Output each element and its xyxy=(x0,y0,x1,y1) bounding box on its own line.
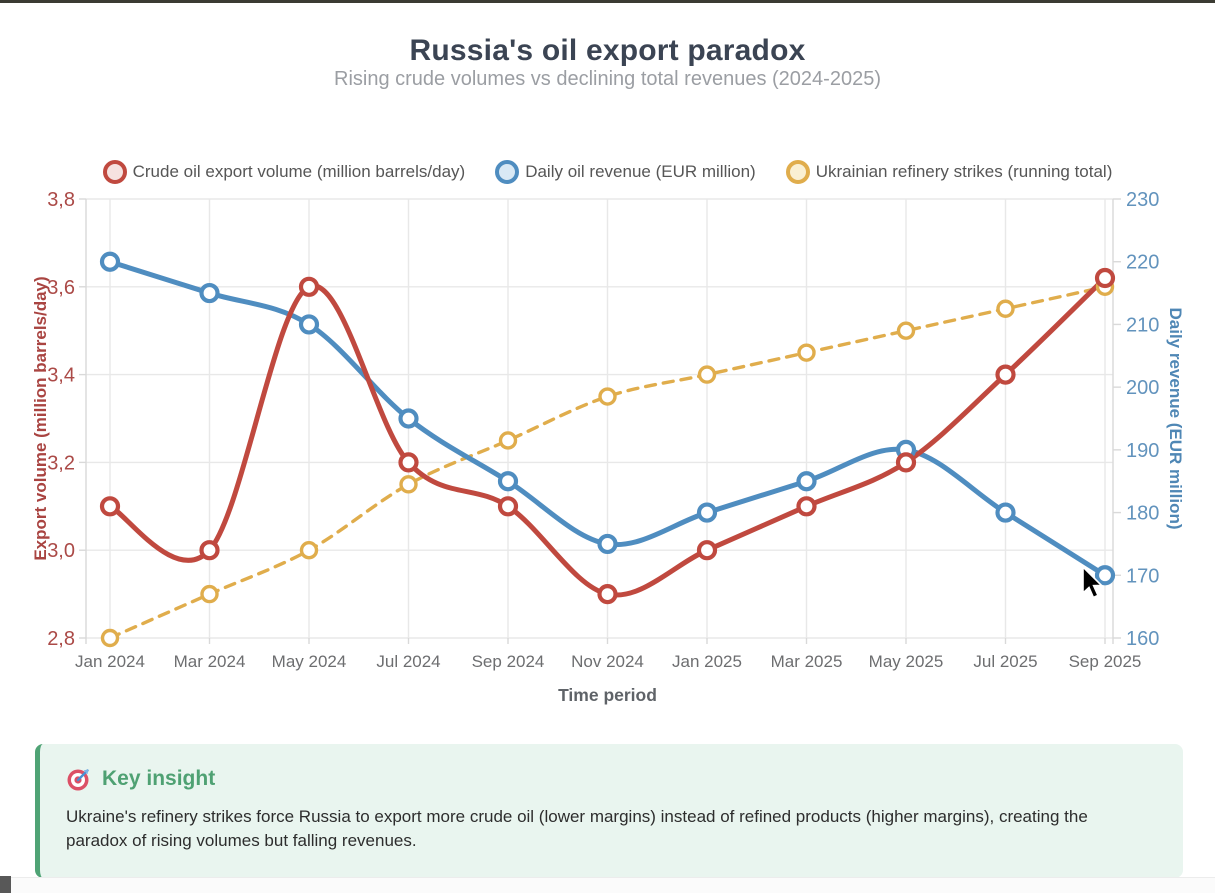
x-tick-label: Sep 2025 xyxy=(1069,652,1142,671)
data-point-crude-oil-export-volume[interactable] xyxy=(696,540,718,561)
data-point-crude-oil-export-volume[interactable] xyxy=(796,496,817,517)
legend-label-crude-volume: Crude oil export volume (million barrels… xyxy=(132,162,466,181)
window-top-border xyxy=(0,0,1215,3)
x-axis-title: Time period xyxy=(558,685,657,705)
data-point-daily-oil-revenue[interactable] xyxy=(398,408,419,429)
data-point-ukrainian-refinery-strikes[interactable] xyxy=(498,431,518,450)
chart-title: Russia's oil export paradox xyxy=(409,34,806,68)
legend-label-daily-revenue: Daily oil revenue (EUR million) xyxy=(525,162,756,181)
data-point-daily-oil-revenue[interactable] xyxy=(597,533,618,555)
data-point-crude-oil-export-volume[interactable] xyxy=(895,452,917,473)
data-point-crude-oil-export-volume[interactable] xyxy=(398,452,419,473)
data-point-ukrainian-refinery-strikes[interactable] xyxy=(797,343,816,362)
mouse-cursor xyxy=(1080,565,1106,607)
data-point-crude-oil-export-volume[interactable] xyxy=(597,583,618,605)
legend-label-refinery-strikes: Ukrainian refinery strikes (running tota… xyxy=(815,162,1113,181)
data-point-daily-oil-revenue[interactable] xyxy=(298,314,320,335)
data-point-ukrainian-refinery-strikes[interactable] xyxy=(996,299,1015,318)
right-tick-label: 160 xyxy=(1126,628,1159,650)
data-point-ukrainian-refinery-strikes[interactable] xyxy=(697,365,717,384)
data-point-ukrainian-refinery-strikes[interactable] xyxy=(598,387,617,406)
data-point-ukrainian-refinery-strikes[interactable] xyxy=(200,584,219,604)
right-tick-label: 190 xyxy=(1126,440,1159,462)
x-tick-label: Jan 2025 xyxy=(672,652,742,671)
key-insight-box: Key insight Ukraine's refinery strikes f… xyxy=(35,744,1183,878)
right-axis-title: Daily revenue (EUR million) xyxy=(1166,308,1185,530)
data-point-daily-oil-revenue[interactable] xyxy=(995,502,1016,523)
right-tick-label: 210 xyxy=(1126,314,1159,336)
series-line-crude-oil-export-volume xyxy=(107,275,1108,598)
left-tick-label: 3,2 xyxy=(47,452,75,474)
chart-subtitle: Rising crude volumes vs declining total … xyxy=(334,68,881,90)
x-tick-label: Mar 2025 xyxy=(771,652,843,671)
x-tick-label: Mar 2024 xyxy=(174,652,246,671)
right-tick-label: 230 xyxy=(1126,189,1159,211)
data-point-daily-oil-revenue[interactable] xyxy=(696,502,718,523)
left-tick-label: 2,8 xyxy=(47,628,75,650)
x-tick-label: Sep 2024 xyxy=(472,652,545,671)
bottom-strip xyxy=(0,877,1215,893)
right-tick-label: 200 xyxy=(1126,377,1159,399)
target-icon xyxy=(67,769,89,791)
data-point-ukrainian-refinery-strikes[interactable] xyxy=(100,628,120,648)
x-tick-label: Jul 2025 xyxy=(973,652,1037,671)
data-point-crude-oil-export-volume[interactable] xyxy=(298,276,320,297)
data-point-ukrainian-refinery-strikes[interactable] xyxy=(399,475,418,494)
legend-item-refinery-strikes[interactable]: Ukrainian refinery strikes (running tota… xyxy=(785,160,1113,184)
left-axis-title: Export volume (million barrels/day) xyxy=(31,276,50,560)
key-insight-heading: Key insight xyxy=(102,767,216,790)
data-point-daily-oil-revenue[interactable] xyxy=(1094,565,1116,586)
legend-ring-crude-volume-icon xyxy=(102,160,127,184)
data-point-daily-oil-revenue[interactable] xyxy=(199,282,220,304)
data-point-daily-oil-revenue[interactable] xyxy=(99,251,121,272)
left-tick-label: 3,0 xyxy=(47,540,75,562)
legend-item-daily-revenue[interactable]: Daily oil revenue (EUR million) xyxy=(495,160,756,184)
legend-ring-daily-revenue-icon xyxy=(495,160,520,184)
key-insight-body: Ukraine's refinery strikes force Russia … xyxy=(66,807,1088,851)
right-tick-label: 170 xyxy=(1126,565,1159,587)
x-tick-label: May 2025 xyxy=(869,652,944,671)
legend-item-crude-volume[interactable]: Crude oil export volume (million barrels… xyxy=(102,160,466,184)
data-point-crude-oil-export-volume[interactable] xyxy=(199,540,220,561)
data-point-daily-oil-revenue[interactable] xyxy=(796,471,817,492)
x-tick-label: Nov 2024 xyxy=(571,652,644,671)
data-point-ukrainian-refinery-strikes[interactable] xyxy=(299,541,319,560)
data-point-crude-oil-export-volume[interactable] xyxy=(995,364,1016,385)
data-point-crude-oil-export-volume[interactable] xyxy=(1094,267,1116,289)
right-tick-label: 180 xyxy=(1126,503,1159,525)
data-point-daily-oil-revenue[interactable] xyxy=(497,471,519,492)
x-tick-label: May 2024 xyxy=(272,652,347,671)
scrollbar-corner xyxy=(0,876,11,893)
data-point-crude-oil-export-volume[interactable] xyxy=(497,496,519,517)
left-tick-label: 3,8 xyxy=(47,189,75,211)
series-line-ukrainian-refinery-strikes xyxy=(108,285,1107,640)
left-tick-label: 3,6 xyxy=(47,277,75,299)
chart-legend: Crude oil export volume (million barrels… xyxy=(0,160,1215,184)
key-insight-header: Key insight xyxy=(66,766,1183,792)
left-tick-label: 3,4 xyxy=(47,365,75,387)
data-point-crude-oil-export-volume[interactable] xyxy=(99,496,121,517)
data-point-ukrainian-refinery-strikes[interactable] xyxy=(896,321,916,340)
x-tick-label: Jul 2024 xyxy=(376,652,440,671)
right-tick-label: 220 xyxy=(1126,252,1159,274)
legend-ring-refinery-strikes-icon xyxy=(785,160,810,184)
x-tick-label: Jan 2024 xyxy=(75,652,145,671)
